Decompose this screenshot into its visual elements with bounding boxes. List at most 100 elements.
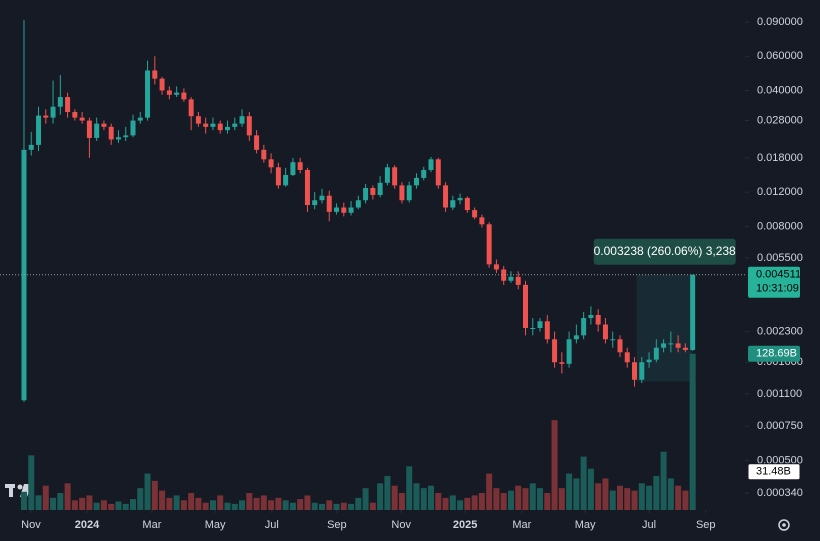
volume-bar	[311, 502, 318, 510]
candle-body	[152, 70, 158, 79]
volume-bar	[173, 495, 180, 510]
volume-bar	[442, 497, 449, 510]
volume-bar	[457, 500, 464, 510]
volume-bar	[333, 503, 340, 510]
candle-body	[312, 200, 318, 206]
volume-bar	[42, 485, 49, 510]
volume-bar	[217, 495, 224, 510]
volume-bar	[79, 497, 86, 510]
candle-body	[115, 137, 121, 140]
candle-body	[355, 200, 361, 208]
candle-body	[137, 117, 143, 121]
volume-bar	[682, 490, 689, 510]
y-tick-label: 0.005500	[757, 252, 803, 264]
settings-icon[interactable]	[778, 519, 790, 531]
volume-bar	[151, 480, 158, 510]
candle-body	[421, 169, 427, 178]
y-tick-label: 0.090000	[757, 16, 803, 28]
volume-bar	[64, 483, 71, 510]
volume-ma-box	[747, 463, 801, 481]
candle-body	[617, 339, 623, 353]
volume-bar	[667, 478, 674, 510]
candle-body	[65, 97, 71, 112]
volume-bar	[420, 488, 427, 510]
volume-bar	[689, 353, 696, 510]
volume-bar	[398, 493, 405, 510]
volume-bar	[384, 476, 391, 510]
candle-body	[130, 120, 136, 136]
volume-bar	[115, 501, 122, 510]
volume-bar	[406, 466, 413, 510]
volume-bar	[638, 483, 645, 510]
y-tick-label: 0.012000	[757, 186, 803, 198]
candle-body	[581, 318, 587, 336]
volume-bar	[188, 493, 195, 510]
candle-body	[508, 276, 514, 281]
candle-body	[123, 135, 129, 138]
x-tick-label: Jul	[265, 519, 279, 531]
volume-bar	[515, 485, 522, 510]
candle-body	[174, 92, 180, 95]
volume-bar	[202, 502, 209, 510]
candle-body	[450, 200, 456, 208]
volume-bar	[486, 473, 493, 510]
candle-body	[690, 274, 696, 350]
candle-body	[108, 126, 114, 140]
candle-body	[304, 169, 310, 206]
volume-bar	[522, 488, 529, 510]
measure-label: 0.003238 (260.06%) 3,238	[594, 244, 736, 258]
volume-bar	[377, 483, 384, 510]
volume-bar	[224, 502, 231, 510]
volume-bar	[246, 493, 253, 510]
volume-bar	[340, 502, 347, 510]
candle-body	[203, 123, 209, 127]
volume-bar	[20, 491, 27, 510]
volume-bar	[57, 493, 64, 510]
candle-body	[36, 115, 42, 145]
y-tick-label: 0.018000	[757, 152, 803, 164]
candle-body	[188, 99, 194, 117]
volume-bar	[537, 488, 544, 510]
candle-body	[377, 182, 383, 195]
y-tick-label: 0.028000	[757, 114, 803, 126]
volume-bar	[529, 483, 536, 510]
candle-body	[57, 97, 63, 107]
volume-label-box	[748, 345, 800, 362]
volume-bar	[130, 499, 137, 510]
x-tick-label: Mar	[512, 519, 531, 531]
candle-body	[384, 167, 390, 183]
y-tick-label: 0.001100	[757, 388, 802, 400]
volume-bar	[297, 499, 304, 510]
volume-bar	[268, 500, 275, 510]
candle-body	[435, 159, 441, 186]
measure-tooltip	[593, 238, 736, 265]
last-price-label: 0.004511	[756, 269, 801, 281]
candle-body	[552, 339, 558, 363]
y-tick-label: 0.040000	[757, 84, 803, 96]
volume-bar	[478, 493, 485, 510]
candle-body	[363, 188, 369, 201]
volume-bar	[209, 500, 216, 510]
volume-bar	[507, 490, 514, 510]
volume-bar	[166, 497, 173, 510]
volume-bar	[93, 502, 100, 510]
candle-body	[275, 167, 281, 186]
volume-bar	[428, 485, 435, 510]
volume-bar	[616, 485, 623, 510]
candle-body	[94, 123, 100, 138]
candle-body	[682, 347, 688, 350]
candle-body	[464, 197, 470, 211]
volume-bar	[573, 478, 580, 510]
volume-label: 128.69B	[756, 348, 797, 360]
x-tick-label: Nov	[391, 519, 411, 531]
volume-bar	[231, 503, 238, 510]
y-tick-label: 0.008000	[757, 220, 803, 232]
volume-bar	[609, 490, 616, 510]
volume-bar	[624, 488, 631, 510]
candle-body	[544, 321, 550, 340]
volume-bar	[35, 495, 42, 510]
candle-body	[501, 269, 507, 281]
candle-body	[297, 162, 303, 170]
candle-body	[101, 123, 107, 127]
candle-body	[661, 343, 667, 348]
